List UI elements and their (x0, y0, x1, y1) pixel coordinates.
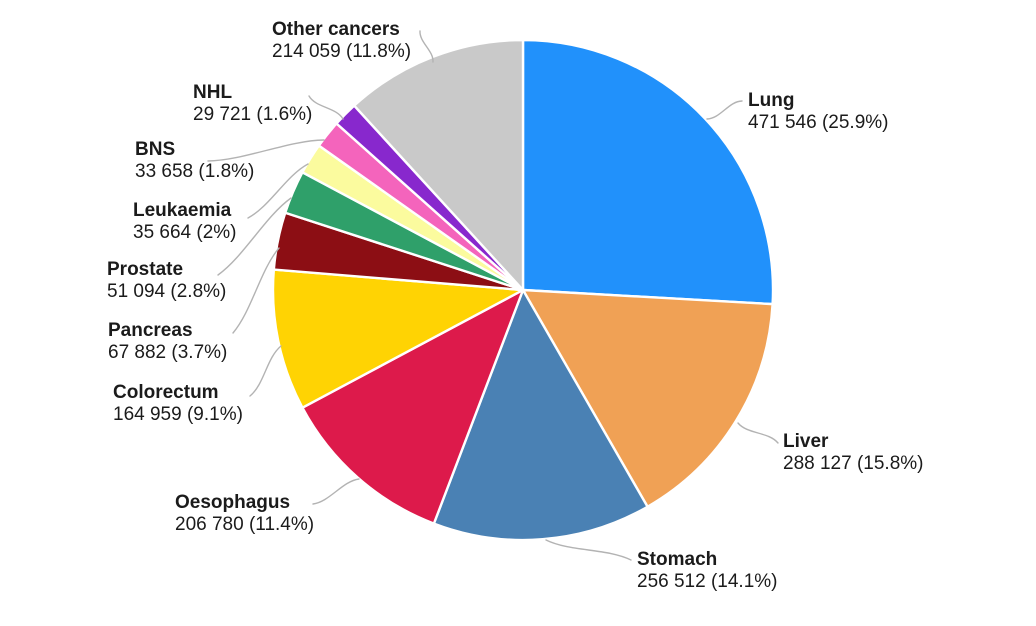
slice-label: Leukaemia (133, 200, 232, 221)
slice-label: NHL (193, 82, 233, 103)
slice-label: Stomach (637, 549, 718, 570)
pie-slice-colorectum[interactable] (271, 268, 525, 409)
leader-line-leukaemia (247, 163, 309, 219)
leader-line-lung (706, 100, 743, 120)
slice-value: 29 721 (1.6%) (193, 104, 313, 125)
slice-label: Oesophagus (175, 492, 291, 513)
slice-callout-bns: BNS 33 658 (1.8%) (135, 139, 254, 183)
slice-label: Lung (748, 90, 795, 111)
slice-callout-leukaemia: Leukaemia 35 664 (2%) (133, 200, 237, 244)
slice-value: 33 658 (1.8%) (135, 161, 255, 182)
slice-callout-lung: Lung 471 546 (25.9%) (748, 90, 889, 134)
slice-label: Prostate (107, 259, 184, 280)
slice-value: 288 127 (15.8%) (783, 453, 924, 474)
slice-label: Colorectum (113, 382, 219, 403)
pie-slices (271, 38, 775, 542)
slice-value: 471 546 (25.9%) (748, 112, 889, 133)
slice-label: Pancreas (108, 320, 193, 341)
slice-value: 35 664 (2%) (133, 222, 237, 243)
slice-callout-other-cancers: Other cancers 214 059 (11.8%) (272, 19, 411, 63)
slice-value: 164 959 (9.1%) (113, 404, 243, 425)
leader-line-oesophagus (312, 478, 360, 505)
slice-value: 67 882 (3.7%) (108, 342, 228, 363)
pie-slice-liver[interactable] (521, 288, 774, 508)
pie-slice-stomach[interactable] (432, 288, 649, 542)
leader-line-other-cancers (419, 30, 434, 63)
leader-line-stomach (545, 539, 632, 561)
leader-line-nhl (308, 95, 344, 120)
leader-line-prostate (217, 197, 292, 276)
pie-slice-lung[interactable] (521, 38, 775, 306)
slice-value: 214 059 (11.8%) (272, 41, 412, 62)
slice-label: Liver (783, 431, 829, 452)
slice-callout-pancreas: Pancreas 67 882 (3.7%) (108, 320, 227, 364)
slice-callout-colorectum: Colorectum 164 959 (9.1%) (113, 382, 243, 426)
leader-line-colorectum (249, 345, 282, 397)
slice-callout-oesophagus: Oesophagus 206 780 (11.4%) (175, 492, 314, 536)
leader-line-pancreas (232, 247, 280, 334)
slice-callout-liver: Liver 288 127 (15.8%) (783, 431, 924, 475)
slice-value: 51 094 (2.8%) (107, 281, 227, 302)
slice-label: Other cancers (272, 19, 400, 40)
slice-callout-nhl: NHL 29 721 (1.6%) (193, 82, 312, 126)
leader-line-bns (207, 139, 325, 162)
slice-callout-prostate: Prostate 51 094 (2.8%) (107, 259, 226, 303)
leader-line-liver (737, 422, 779, 444)
slice-value: 256 512 (14.1%) (637, 571, 778, 592)
slice-callout-stomach: Stomach 256 512 (14.1%) (637, 549, 778, 593)
leader-lines (207, 30, 779, 561)
slice-value: 206 780 (11.4%) (175, 514, 315, 535)
pie-slice-oesophagus[interactable] (301, 288, 525, 525)
slice-label: BNS (135, 139, 176, 160)
